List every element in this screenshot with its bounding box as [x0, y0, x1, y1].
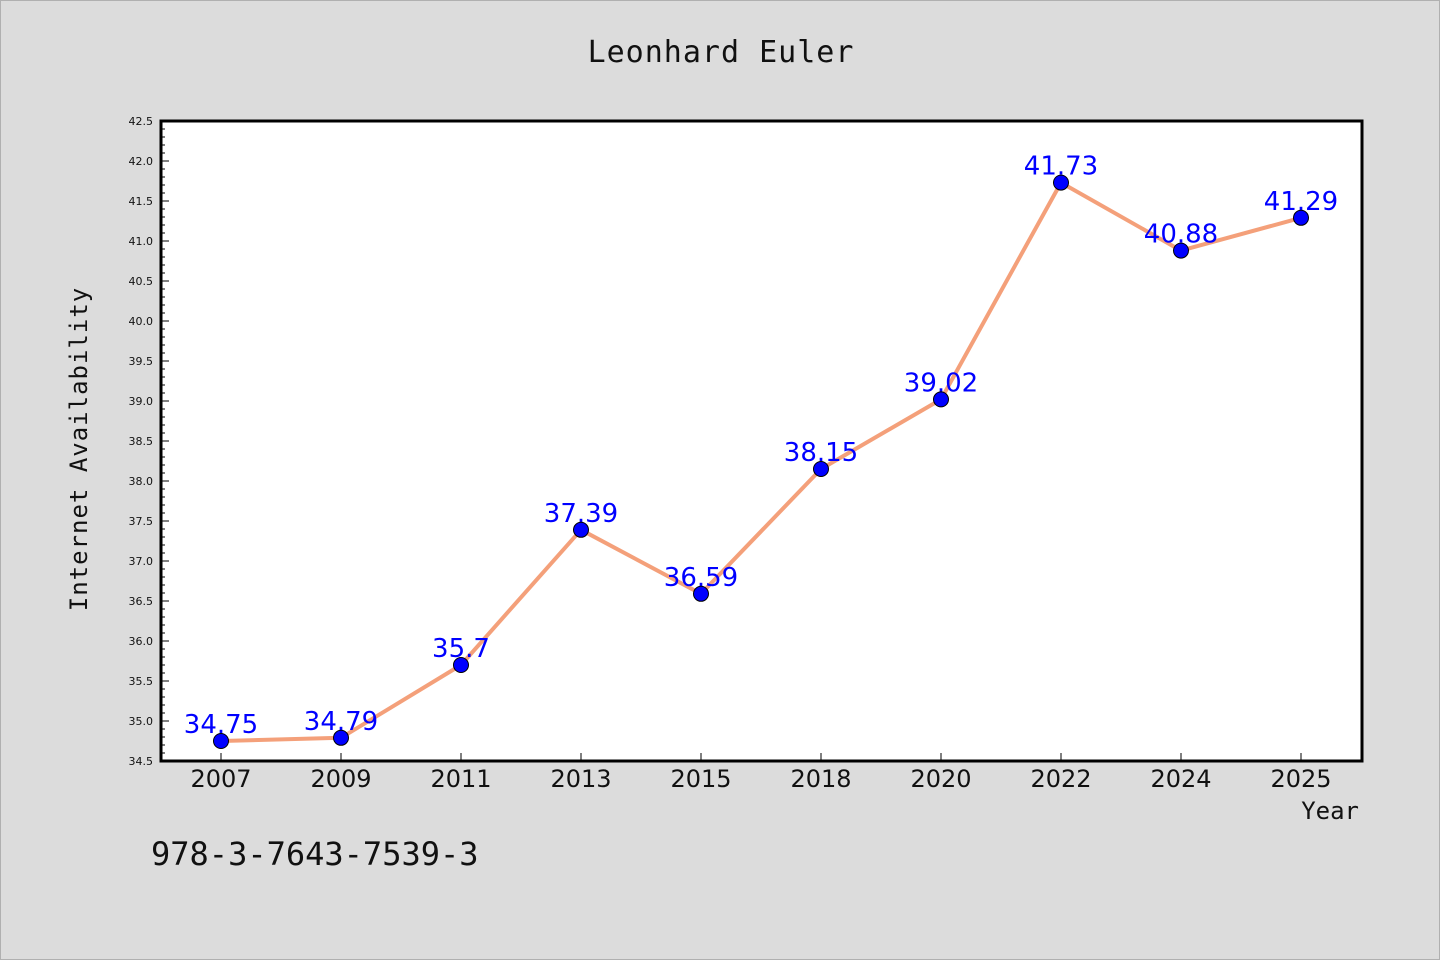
y-tick-label: 40.0	[129, 315, 154, 328]
y-tick-label: 38.0	[129, 475, 154, 488]
x-axis-ticks: 2007 2009 2011 2013 2015 2018 2020 2022 2024 2025	[190, 753, 1332, 793]
y-tick-label: 35.0	[129, 715, 154, 728]
y-tick-label: 40.5	[129, 275, 154, 288]
x-tick-label: 2025	[1270, 765, 1331, 793]
x-tick-label: 2011	[430, 765, 491, 793]
data-point	[693, 585, 709, 602]
y-tick-label: 41.5	[129, 195, 154, 208]
chart-title: Leonhard Euler	[587, 35, 855, 70]
series-group: 34.75 34.7935.737.3936.5938.1539.0241.734…	[184, 152, 1338, 749]
plot-area	[159, 119, 1364, 763]
y-tick-label: 42.5	[129, 115, 154, 128]
y-tick-label: 39.0	[129, 395, 154, 408]
x-tick-label: 2015	[670, 765, 731, 793]
data-point	[213, 733, 229, 749]
y-tick-label: 36.5	[129, 595, 154, 608]
y-tick-label: 38.5	[129, 435, 154, 448]
data-point	[333, 729, 349, 746]
y-tick-label: 36.0	[129, 635, 154, 648]
x-tick-label: 2024	[1150, 765, 1211, 793]
data-point	[453, 657, 469, 673]
y-axis-ticks: 34.5 35.0 35.5 36.0 36.5 37.0 37.5 38.0 38.5 39.0…	[129, 115, 169, 768]
x-tick-label: 2020	[910, 765, 971, 793]
y-tick-label: 37.0	[129, 555, 154, 568]
x-tick-label: 2013	[550, 765, 611, 793]
x-tick-label: 2009	[310, 765, 371, 793]
data-point	[933, 391, 949, 408]
data-point	[1293, 209, 1309, 226]
data-point	[573, 521, 589, 538]
data-point	[813, 461, 829, 477]
data-point	[1173, 242, 1189, 259]
y-tick-label: 34.5	[129, 755, 154, 768]
y-tick-label: 42.0	[129, 155, 154, 168]
x-tick-label: 2018	[790, 765, 851, 793]
y-tick-label: 35.5	[129, 675, 154, 688]
x-axis-label: Year	[1301, 797, 1359, 825]
y-tick-label: 37.5	[129, 515, 154, 528]
series-line	[220, 180, 1302, 743]
x-tick-label: 2007	[190, 765, 251, 793]
isbn-annotation: 978-3-7643-7539-3	[151, 835, 479, 873]
y-tick-label: 41.0	[129, 235, 154, 248]
y-tick-label: 39.5	[129, 355, 154, 368]
data-point	[1053, 174, 1069, 191]
x-tick-label: 2022	[1030, 765, 1091, 793]
